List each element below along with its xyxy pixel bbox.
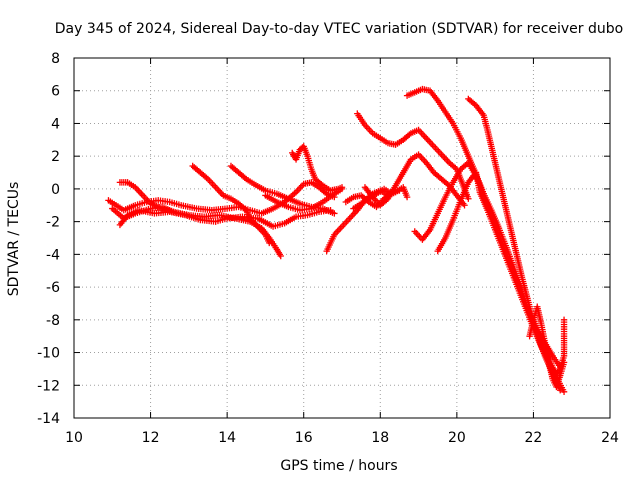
x-tick-label: 10	[65, 430, 83, 446]
y-axis-label: SDTVAR / TECUs	[6, 182, 22, 297]
data-point	[396, 187, 403, 194]
y-tick-label: -10	[37, 346, 60, 362]
x-tick-label: 18	[371, 430, 389, 446]
chart-title: Day 345 of 2024, Sidereal Day-to-day VTE…	[55, 21, 623, 37]
data-point	[560, 316, 568, 324]
data-point	[331, 210, 338, 217]
x-tick-label: 14	[218, 430, 236, 446]
trace-pass-05	[189, 162, 273, 247]
x-axis-label: GPS time / hours	[280, 458, 397, 474]
y-tick-label: 4	[51, 116, 60, 132]
data-point	[461, 202, 468, 209]
trace-pass-06	[227, 162, 338, 217]
trace-pass-04	[116, 179, 177, 216]
data-point	[465, 195, 472, 202]
data-point	[277, 252, 284, 260]
y-tick-label: 8	[51, 51, 60, 67]
y-tick-label: -12	[37, 378, 60, 394]
y-tick-label: -6	[46, 280, 60, 296]
data-point	[338, 184, 346, 191]
y-tick-label: 2	[51, 149, 60, 165]
data-point	[560, 388, 568, 396]
trace-pass-15	[411, 159, 564, 394]
x-tick-label: 24	[601, 430, 619, 446]
x-tick-label: 20	[448, 430, 466, 446]
trace-pass-16	[434, 169, 568, 396]
x-tick-label: 16	[295, 430, 313, 446]
y-tick-label: 0	[51, 182, 60, 198]
y-tick-label: -14	[37, 411, 60, 427]
plot-frame	[73, 57, 611, 419]
y-tick-label: -8	[46, 313, 60, 329]
data-point	[266, 239, 273, 247]
x-tick-label: 12	[142, 430, 160, 446]
grid-layer	[74, 58, 610, 418]
trace-pass-03	[116, 206, 334, 230]
data-point	[403, 193, 411, 201]
y-tick-label: -4	[46, 247, 60, 263]
y-tick-label: 6	[51, 84, 60, 100]
trace-pass-17	[465, 95, 568, 378]
data-point	[560, 359, 568, 366]
trace-pass-18	[526, 303, 568, 391]
x-tick-label: 22	[525, 430, 543, 446]
data-point	[170, 208, 177, 216]
trace-pass-08	[289, 143, 346, 194]
trace-layer	[105, 85, 568, 396]
y-tick-label: -2	[46, 215, 60, 231]
